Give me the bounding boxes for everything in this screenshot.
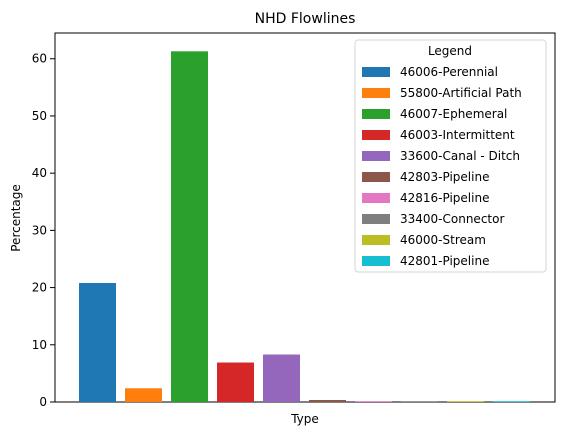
bar-3 — [171, 51, 208, 402]
legend-title: Legend — [428, 44, 472, 58]
bar-5 — [263, 354, 300, 402]
y-tick-label-60: 60 — [32, 52, 47, 66]
y-tick-label-10: 10 — [32, 338, 47, 352]
legend-swatch-10 — [362, 256, 390, 266]
bar-6 — [309, 399, 346, 402]
bar-9 — [447, 401, 484, 402]
legend-label-5: 33600-Canal - Ditch — [400, 149, 520, 163]
bar-10 — [493, 401, 530, 402]
legend-swatch-7 — [362, 193, 390, 203]
y-tick-label-0: 0 — [39, 395, 47, 409]
legend-label-3: 46007-Ephemeral — [400, 107, 507, 121]
legend-box — [354, 39, 547, 273]
legend-swatch-5 — [362, 151, 390, 161]
bar-4 — [217, 362, 254, 402]
legend-label-10: 42801-Pipeline — [400, 254, 489, 268]
legend-label-9: 46000-Stream — [400, 233, 486, 247]
legend-label-2: 55800-Artificial Path — [400, 86, 522, 100]
legend-swatch-3 — [362, 109, 390, 119]
y-axis-label: Percentage — [9, 184, 23, 252]
legend: Legend 46006-Perennial 55800-Artificial P… — [354, 39, 547, 273]
legend-swatch-8 — [362, 214, 390, 224]
legend-label-6: 42803-Pipeline — [400, 170, 489, 184]
legend-swatch-1 — [362, 67, 390, 77]
bars — [79, 51, 530, 402]
y-tick-label-50: 50 — [32, 109, 47, 123]
legend-label-4: 46003-Intermittent — [400, 128, 515, 142]
y-tick-label-30: 30 — [32, 223, 47, 237]
y-tick-label-40: 40 — [32, 166, 47, 180]
chart-title: NHD Flowlines — [255, 11, 356, 27]
legend-label-1: 46006-Perennial — [400, 65, 498, 79]
bar-7 — [355, 401, 392, 402]
bar-2 — [125, 388, 162, 402]
legend-swatch-6 — [362, 172, 390, 182]
legend-swatch-4 — [362, 130, 390, 140]
bar-1 — [79, 283, 116, 402]
y-axis: 0 10 20 30 40 50 60 — [32, 52, 55, 409]
x-axis-label: Type — [290, 412, 319, 426]
legend-swatch-9 — [362, 235, 390, 245]
bar-8 — [401, 401, 438, 402]
legend-label-8: 33400-Connector — [400, 212, 504, 226]
legend-label-7: 42816-Pipeline — [400, 191, 489, 205]
y-tick-label-20: 20 — [32, 281, 47, 295]
legend-swatch-2 — [362, 88, 390, 98]
